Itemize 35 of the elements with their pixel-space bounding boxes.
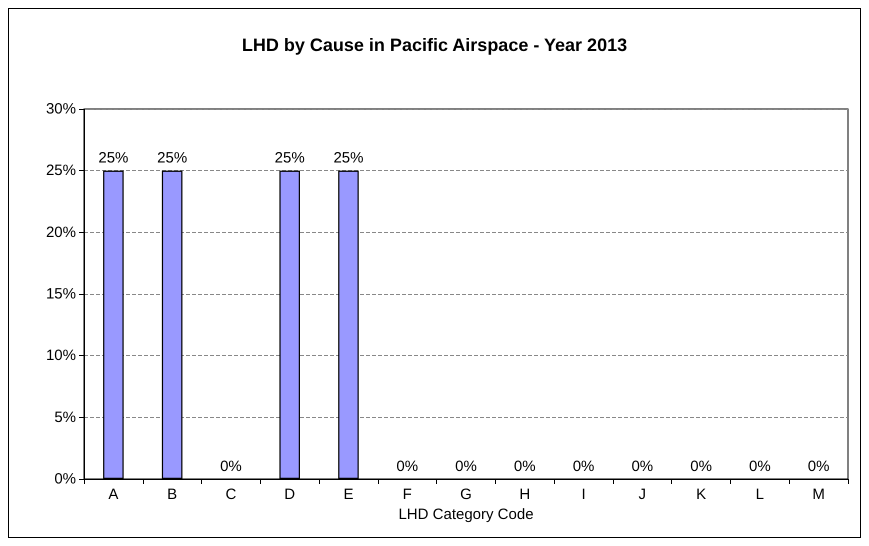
x-tick-label: C (226, 486, 236, 503)
x-tick-label: I (581, 486, 586, 503)
x-tick-label: E (343, 486, 354, 503)
data-label: 25% (333, 150, 364, 167)
data-label: 0% (749, 458, 771, 475)
data-label: 0% (631, 458, 654, 475)
y-tick-label: 10% (46, 347, 76, 364)
x-tick-label: A (108, 486, 118, 503)
x-tick-label: J (638, 486, 646, 503)
data-label: 25% (157, 150, 188, 167)
x-tick-label: L (756, 486, 764, 503)
x-tick-label: H (519, 486, 530, 503)
y-tick-label: 25% (46, 162, 76, 180)
y-tick-label: 20% (46, 224, 76, 241)
x-tick-label: B (167, 486, 178, 503)
y-tick-label: 0% (54, 470, 76, 488)
chart-title: LHD by Cause in Pacific Airspace - Year 2013 (242, 35, 628, 55)
y-tick-label: 5% (54, 408, 76, 426)
x-axis-title: LHD Category Code (398, 506, 534, 523)
data-label: 0% (808, 458, 830, 475)
x-tick-label: F (402, 486, 412, 503)
data-label: 0% (690, 458, 712, 475)
data-label: 25% (98, 150, 128, 167)
data-label: 0% (514, 458, 536, 475)
y-tick-label: 15% (46, 286, 76, 302)
data-label: 0% (220, 458, 242, 475)
data-label: 0% (572, 458, 594, 475)
x-tick-label: G (460, 486, 472, 503)
data-label: 0% (455, 458, 477, 475)
x-tick-label: D (284, 486, 296, 503)
x-tick-label: K (696, 486, 706, 503)
data-label: 25% (274, 150, 305, 167)
x-tick-label: M (812, 486, 825, 503)
data-label: 0% (396, 458, 418, 475)
y-tick-label: 30% (46, 100, 76, 118)
